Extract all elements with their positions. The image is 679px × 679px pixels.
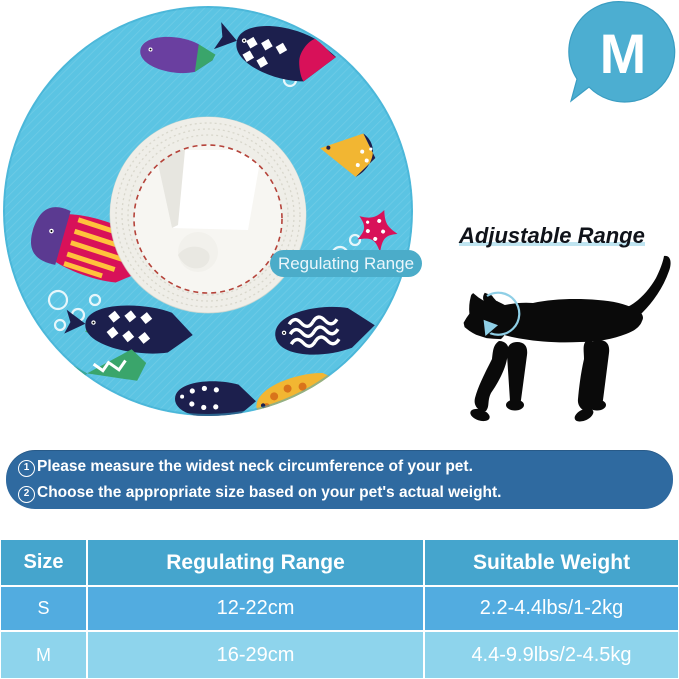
svg-text:M: M [600, 22, 647, 85]
